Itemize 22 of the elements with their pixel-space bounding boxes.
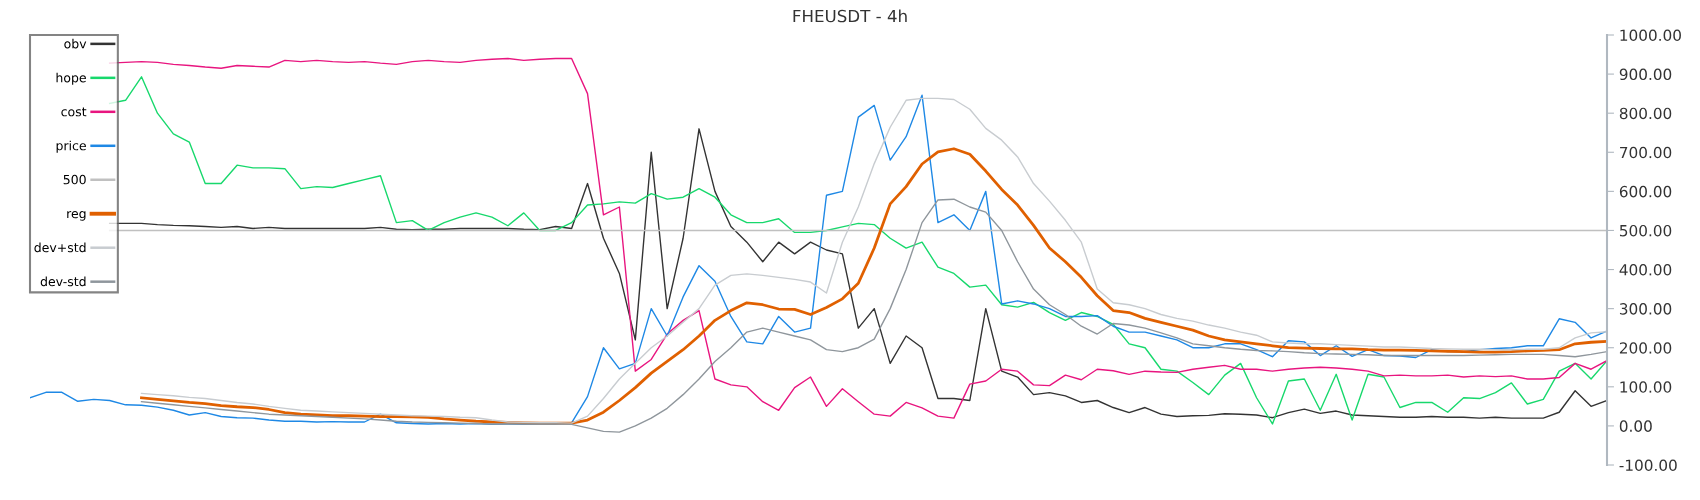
y-tick-label: 500.00 <box>1619 224 1672 237</box>
y-tick-label: 0.00 <box>1619 420 1652 432</box>
y-tick-label: 900.00 <box>1619 68 1672 81</box>
legend-label: price <box>56 140 86 153</box>
y-tick-label: 1000.00 <box>1620 29 1681 42</box>
legend-label: dev+std <box>34 242 86 253</box>
chart-title: FHEUSDT - 4h <box>793 9 907 23</box>
legend-label: obv <box>64 38 87 49</box>
y-tick-label: 800.00 <box>1619 107 1672 120</box>
y-tick-label: 100.00 <box>1620 381 1672 393</box>
y-tick-label: 700.00 <box>1620 146 1672 159</box>
legend-label: 500 <box>63 174 86 185</box>
legend-label: cost <box>61 107 87 117</box>
legend-label: hope <box>56 72 86 85</box>
line-series <box>140 198 1607 433</box>
y-tick-label: 300.00 <box>1619 303 1672 315</box>
legend-label: dev-std <box>40 276 86 287</box>
y-tick-label: 200.00 <box>1619 342 1672 354</box>
y-tick-label: 400.00 <box>1619 264 1672 276</box>
legend-label: reg <box>67 211 86 221</box>
y-tick-label: 600.00 <box>1619 185 1672 198</box>
y-tick-label: -100.00 <box>1619 459 1677 472</box>
